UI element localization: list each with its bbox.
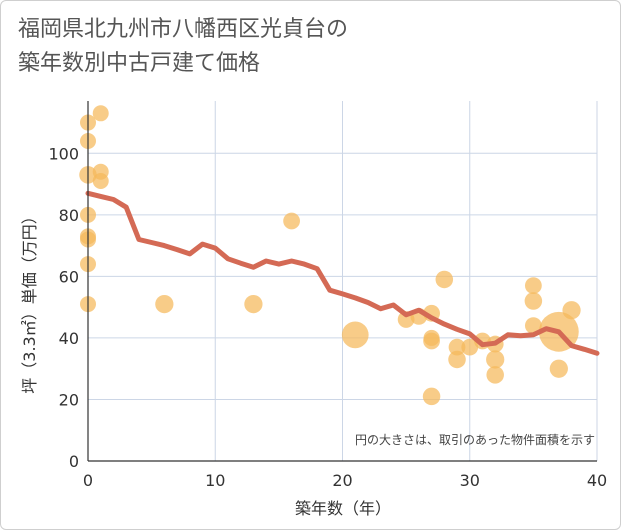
chart-title: 福岡県北九州市八幡西区光貞台の 築年数別中古戸建て価格 — [18, 17, 349, 76]
grid-lines — [88, 101, 598, 461]
data-bubble — [341, 321, 369, 349]
data-bubble — [422, 387, 441, 406]
data-bubble — [524, 277, 542, 295]
x-axis-title: 築年数（年） — [295, 499, 391, 518]
y-axis-title: 坪（3.3㎡）単価（万円） — [20, 208, 39, 393]
data-bubble — [486, 366, 504, 384]
y-tick-label: 80 — [59, 206, 79, 225]
x-tick-label: 10 — [205, 471, 225, 490]
data-bubble — [448, 350, 466, 369]
data-bubble — [549, 359, 568, 378]
data-bubble — [244, 294, 263, 314]
x-tick-label: 0 — [83, 471, 93, 490]
x-tick-label: 40 — [587, 471, 607, 490]
data-bubble — [524, 317, 542, 335]
data-bubble — [155, 294, 174, 314]
bubble-series — [79, 105, 581, 406]
y-tick-label: 0 — [69, 452, 79, 471]
x-tick-label: 30 — [460, 471, 480, 490]
data-bubble — [486, 350, 505, 369]
data-bubble — [423, 332, 440, 350]
data-bubble — [524, 292, 543, 310]
y-tick-label: 100 — [48, 144, 79, 163]
y-tick-label: 20 — [59, 390, 79, 409]
data-bubble — [283, 212, 300, 230]
data-bubble — [92, 173, 109, 189]
data-bubble — [435, 270, 454, 289]
x-tick-label: 20 — [332, 471, 352, 490]
y-tick-label: 40 — [59, 329, 79, 348]
data-bubble — [92, 105, 109, 122]
data-bubble — [562, 301, 581, 320]
data-bubble — [448, 338, 466, 356]
axes: 0 10 20 30 40 0 20 40 60 80 100 — [48, 101, 607, 490]
trend-series — [85, 190, 600, 356]
data-bubble — [461, 338, 479, 356]
y-tick-label: 60 — [59, 267, 79, 286]
bubble-size-note: 円の大きさは、取引のあった物件面積を示す — [355, 432, 595, 447]
trend-line — [85, 190, 600, 356]
